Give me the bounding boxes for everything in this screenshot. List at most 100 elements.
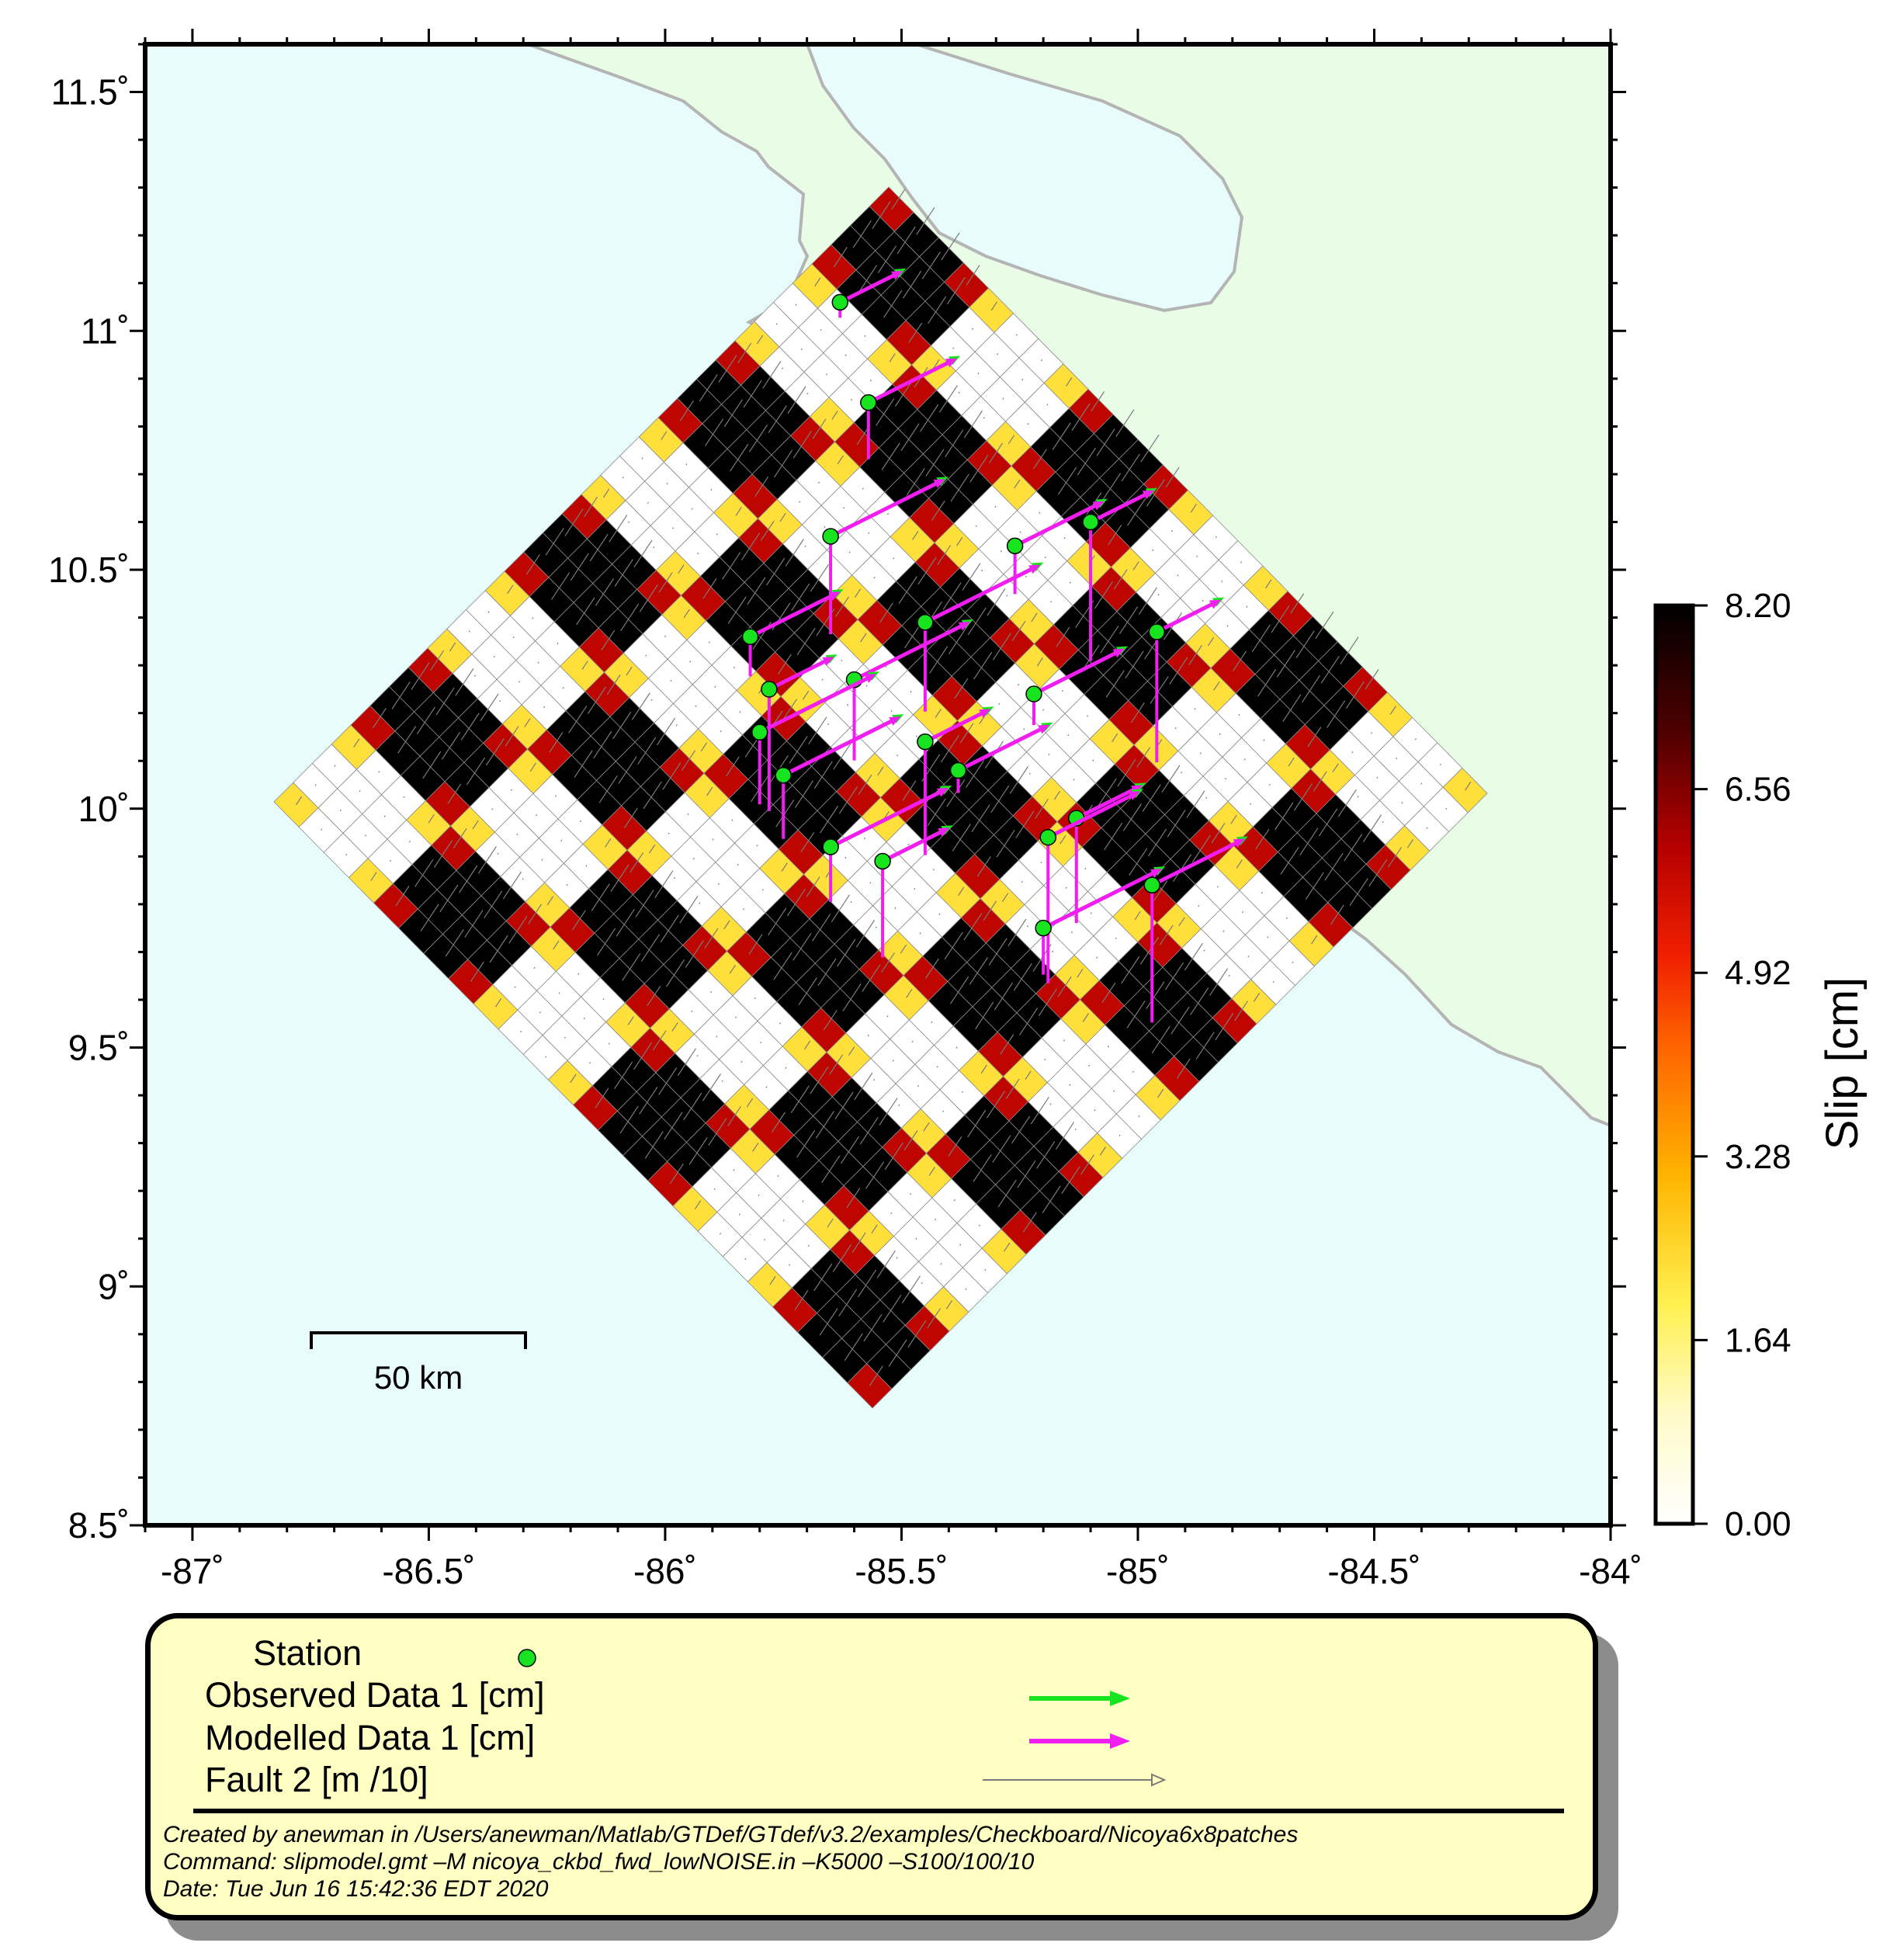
fault-slip-arrow	[966, 760, 985, 788]
fault-slip-arrow	[1015, 810, 1035, 838]
legend-separator	[193, 1809, 1564, 1813]
fault-slip-arrow	[1292, 961, 1294, 964]
fault-slip-arrow	[1025, 575, 1028, 578]
fault-slip-arrow	[1219, 733, 1221, 735]
fault-slip-arrow	[940, 734, 960, 763]
fault-slip-arrow	[806, 876, 820, 897]
fault-slip-arrow	[916, 206, 935, 235]
fault-slip-arrow	[944, 931, 963, 960]
fault-slip-arrow	[491, 808, 494, 810]
fault-slip-arrow	[1101, 982, 1116, 1004]
fault-slip-arrow	[928, 296, 947, 324]
fault-slip-arrow	[1165, 467, 1180, 487]
fault-slip-arrow	[1315, 611, 1334, 640]
gps-station-marker	[1025, 685, 1042, 702]
fault-slip-arrow	[889, 352, 896, 363]
fault-slip-arrow	[978, 1224, 981, 1226]
fault-slip-arrow	[1232, 650, 1247, 671]
fault-slip-arrow	[907, 843, 910, 846]
fault-slip-arrow	[702, 1074, 722, 1101]
fault-slip-arrow	[439, 884, 459, 913]
fault-slip-arrow	[1169, 657, 1188, 685]
fault-slip-arrow	[449, 642, 456, 652]
fault-slip-arrow	[1234, 1001, 1248, 1022]
fault-slip-arrow	[718, 355, 737, 383]
fault-slip-arrow	[1165, 962, 1184, 990]
fault-slip-arrow	[1406, 839, 1414, 848]
fault-slip-arrow	[1261, 892, 1263, 894]
fault-slip-arrow	[804, 1040, 811, 1050]
fault-slip-arrow	[987, 588, 1006, 616]
fault-slip-arrow	[946, 779, 966, 807]
fault-slip-arrow	[865, 1161, 885, 1189]
fault-slip-arrow	[900, 423, 920, 452]
fault-slip-arrow	[903, 1130, 918, 1151]
fault-slip-arrow	[441, 732, 461, 760]
fault-slip-arrow	[790, 1085, 810, 1114]
legend-station-label: Station	[253, 1633, 362, 1673]
fault-slip-arrow	[616, 908, 635, 937]
fault-slip-arrow	[1039, 512, 1041, 514]
fault-slip-arrow	[1040, 862, 1042, 864]
fault-slip-arrow	[453, 827, 467, 849]
fault-slip-arrow	[877, 245, 897, 274]
x-tick-label: -84˚	[1579, 1551, 1642, 1591]
fault-slip-arrow	[321, 828, 323, 831]
fault-slip-arrow	[858, 774, 872, 795]
fault-slip-arrow	[942, 1110, 945, 1112]
fault-slip-arrow	[587, 686, 607, 714]
fault-slip-arrow	[1181, 772, 1183, 774]
fault-slip-arrow	[891, 189, 906, 210]
fault-slip-arrow	[1167, 809, 1186, 838]
fault-slip-arrow	[618, 756, 637, 784]
fault-slip-arrow	[541, 859, 543, 861]
fault-slip-arrow	[1396, 757, 1398, 760]
fault-slip-arrow	[844, 1333, 863, 1362]
fault-slip-arrow	[489, 935, 508, 963]
fault-slip-arrow	[1001, 893, 1009, 902]
fault-slip-arrow	[1044, 556, 1046, 559]
fault-slip-arrow	[520, 1030, 522, 1033]
fault-slip-arrow	[911, 1040, 914, 1042]
fault-slip-arrow	[518, 681, 521, 683]
fault-slip-arrow	[1205, 796, 1208, 799]
fault-slip-arrow	[633, 1042, 653, 1070]
observed-arrow-icon	[1029, 1691, 1130, 1706]
fault-slip-arrow	[996, 830, 1015, 858]
fault-slip-arrow	[612, 711, 632, 740]
fault-slip-arrow	[1159, 924, 1174, 945]
fault-slip-arrow	[1203, 949, 1205, 952]
fault-slip-arrow	[777, 654, 792, 675]
modelled-vector	[829, 479, 945, 539]
fault-slip-arrow	[873, 1079, 876, 1081]
fault-slip-arrow	[1215, 1012, 1234, 1041]
lake-nicaragua	[805, 44, 1244, 313]
fault-slip-arrow	[1313, 771, 1327, 792]
fault-slip-arrow	[740, 1060, 743, 1063]
fault-slip-arrow	[1275, 802, 1294, 831]
fault-slip-arrow	[1021, 378, 1024, 380]
fault-slip-arrow	[1420, 782, 1423, 785]
fault-slip-arrow	[869, 882, 872, 884]
fault-slip-arrow	[835, 596, 849, 617]
fault-slip-arrow	[710, 488, 713, 491]
fault-slip-arrow	[813, 761, 833, 789]
fault-slip-arrow	[954, 678, 969, 699]
fault-slip-arrow	[631, 692, 650, 720]
fault-slip-arrow	[796, 627, 816, 656]
fault-slip-arrow	[994, 505, 997, 508]
fault-slip-arrow	[459, 865, 478, 893]
fault-slip-arrow	[963, 410, 983, 439]
fault-slip-arrow	[420, 904, 439, 931]
fault-slip-arrow	[1439, 763, 1442, 765]
fault-slip-arrow	[1101, 473, 1122, 501]
fault-slip-arrow	[1073, 779, 1075, 781]
fault-slip-arrow	[675, 724, 678, 727]
fault-slip-arrow	[1295, 630, 1315, 658]
fault-slip-arrow	[752, 1143, 759, 1152]
fault-slip-arrow	[1285, 917, 1288, 919]
fault-slip-arrow	[1082, 1013, 1089, 1022]
fault-slip-arrow	[480, 693, 499, 722]
fault-slip-arrow	[814, 277, 821, 286]
gps-station-marker	[1006, 537, 1024, 555]
